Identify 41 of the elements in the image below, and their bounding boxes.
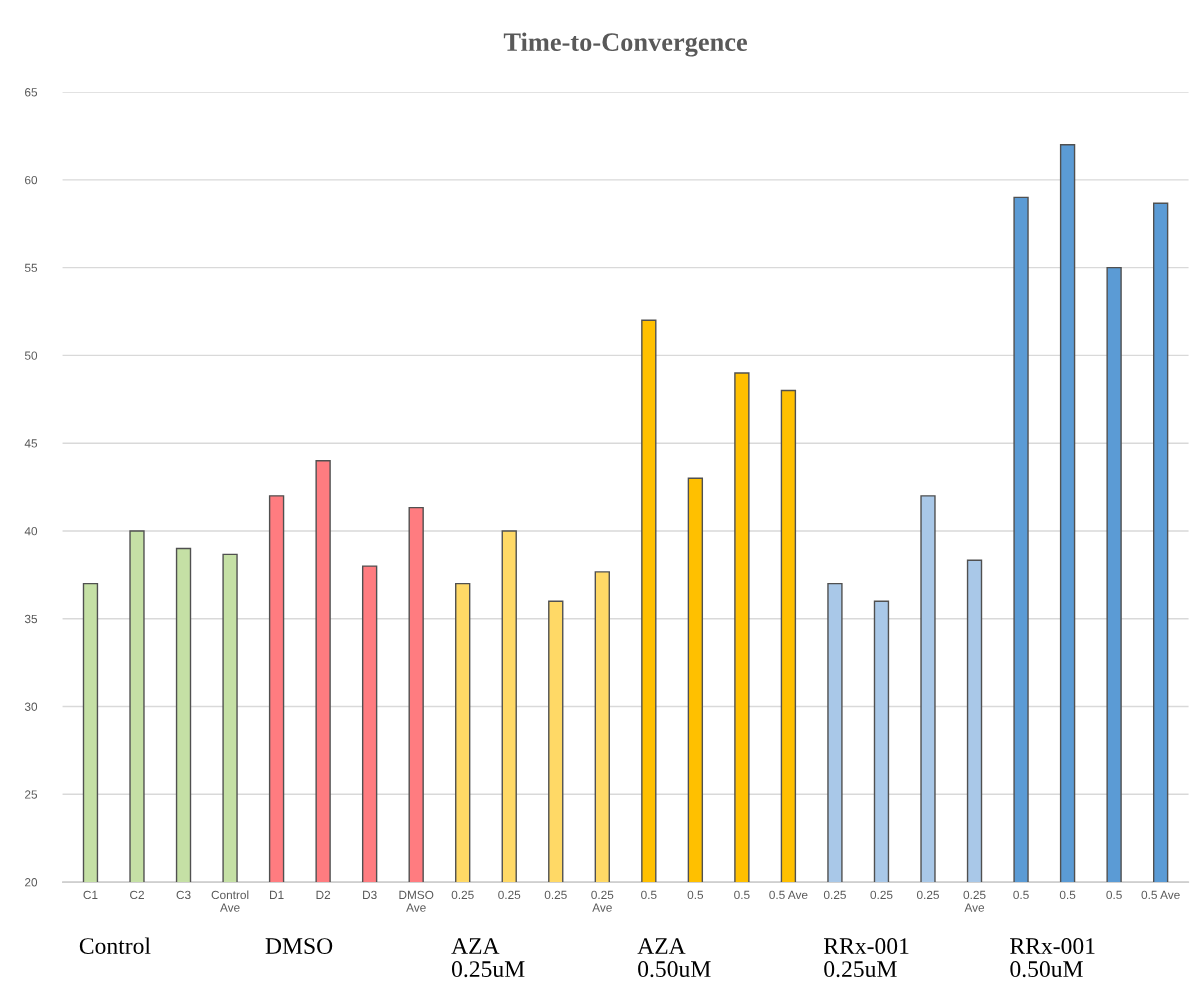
y-tick-label: 35 — [24, 614, 38, 624]
text: AZA 0.25uM — [451, 938, 525, 978]
y-tick-label: 40 — [24, 527, 38, 536]
x-tick-label: 0.5 — [734, 890, 750, 900]
x-tick-label: 0.5 — [1059, 890, 1076, 900]
x-tick-label: 0.25 — [544, 890, 567, 900]
text: Control — [79, 937, 151, 955]
y-tick-label: 60 — [25, 175, 38, 185]
x-tick-label: D1 — [270, 890, 284, 899]
x-tick-label: DMSO Ave — [399, 890, 434, 912]
x-tick-label: D3 — [363, 890, 377, 900]
x-tick-label: 0.25 — [870, 890, 893, 900]
x-tick-label: C3 — [176, 890, 191, 900]
x-tick-label: C2 — [130, 890, 144, 900]
x-tick-label: 0.25 Ave — [591, 890, 614, 912]
x-tick-label: 0.5 — [1013, 890, 1029, 900]
y-tick-label: 55 — [24, 263, 38, 273]
y-tick-label: 30 — [24, 702, 38, 711]
x-tick-label: 0.5 — [1106, 890, 1122, 900]
y-tick-label: 65 — [25, 88, 38, 97]
x-tick-label: 0.25 Ave — [963, 890, 986, 912]
x-tick-label: 0.25 — [498, 890, 521, 900]
text: AZA 0.50uM — [637, 938, 711, 978]
y-tick-label: 25 — [25, 790, 38, 799]
x-tick-label: Control Ave — [211, 890, 249, 912]
x-tick-label: C1 — [83, 890, 98, 900]
text: RRx-001 0.25uM — [823, 938, 909, 978]
y-tick-label: 20 — [25, 878, 38, 887]
x-tick-label: 0.5 Ave — [1141, 890, 1180, 900]
text: DMSO — [265, 938, 333, 955]
x-tick-label: 0.5 — [641, 890, 657, 900]
text: RRx-001 0.50uM — [1010, 938, 1095, 978]
y-tick-label: 45 — [24, 439, 38, 448]
chart-title: Time-to-Convergence — [503, 32, 748, 57]
y-tick-label: 50 — [24, 351, 38, 360]
x-tick-label: 0.25 — [451, 890, 474, 900]
x-tick-label: 0.25 — [916, 890, 939, 900]
x-tick-label: 0.5 Ave — [769, 890, 808, 900]
x-tick-label: D2 — [316, 890, 331, 899]
x-tick-label: 0.5 — [687, 890, 704, 900]
x-tick-label: 0.25 — [823, 890, 846, 900]
